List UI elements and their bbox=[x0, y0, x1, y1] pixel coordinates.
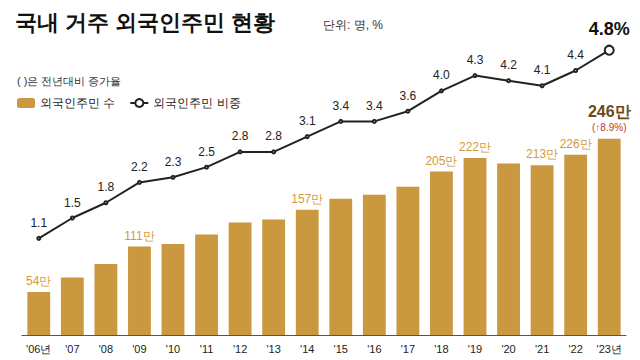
svg-text:'07: '07 bbox=[65, 343, 79, 355]
svg-text:'18: '18 bbox=[434, 343, 448, 355]
svg-text:4.8%: 4.8% bbox=[589, 19, 630, 39]
svg-text:4.1: 4.1 bbox=[534, 63, 551, 77]
svg-text:(↑8.9%): (↑8.9%) bbox=[592, 122, 626, 133]
svg-text:'20: '20 bbox=[501, 343, 515, 355]
svg-text:'09: '09 bbox=[132, 343, 146, 355]
svg-text:'06년: '06년 bbox=[26, 343, 51, 355]
svg-text:외국인주민 수: 외국인주민 수 bbox=[40, 96, 115, 110]
svg-text:2.2: 2.2 bbox=[131, 160, 148, 174]
svg-text:4.4: 4.4 bbox=[567, 48, 584, 62]
svg-text:213만: 213만 bbox=[526, 147, 558, 161]
svg-text:1.8: 1.8 bbox=[98, 180, 115, 194]
svg-text:'22: '22 bbox=[568, 343, 582, 355]
svg-text:4.0: 4.0 bbox=[433, 68, 450, 82]
svg-text:246만: 246만 bbox=[588, 103, 631, 120]
svg-text:226만: 226만 bbox=[560, 137, 592, 151]
svg-text:'23년: '23년 bbox=[597, 343, 622, 355]
svg-text:'11: '11 bbox=[200, 343, 214, 355]
svg-text:'21: '21 bbox=[535, 343, 549, 355]
svg-text:4.3: 4.3 bbox=[467, 53, 484, 67]
svg-text:'16: '16 bbox=[367, 343, 381, 355]
svg-text:단위: 명, %: 단위: 명, % bbox=[323, 18, 383, 32]
svg-text:222만: 222만 bbox=[459, 140, 491, 154]
svg-text:'13: '13 bbox=[266, 343, 280, 355]
svg-text:3.1: 3.1 bbox=[299, 114, 316, 128]
svg-text:2.8: 2.8 bbox=[232, 129, 249, 143]
svg-text:2.8: 2.8 bbox=[265, 129, 282, 143]
svg-text:'10: '10 bbox=[166, 343, 180, 355]
svg-text:2.5: 2.5 bbox=[198, 145, 215, 159]
svg-text:2.3: 2.3 bbox=[165, 155, 182, 169]
svg-text:4.2: 4.2 bbox=[500, 58, 517, 72]
svg-text:1.1: 1.1 bbox=[30, 216, 47, 230]
svg-text:3.4: 3.4 bbox=[366, 99, 383, 113]
svg-text:111만: 111만 bbox=[124, 229, 154, 243]
svg-text:3.4: 3.4 bbox=[332, 99, 349, 113]
svg-text:54만: 54만 bbox=[26, 274, 51, 288]
svg-text:'12: '12 bbox=[233, 343, 247, 355]
svg-text:'08: '08 bbox=[99, 343, 113, 355]
svg-text:외국인주민 비중: 외국인주민 비중 bbox=[153, 96, 240, 110]
svg-text:'14: '14 bbox=[300, 343, 314, 355]
svg-text:'15: '15 bbox=[334, 343, 348, 355]
svg-text:205만: 205만 bbox=[425, 154, 457, 168]
svg-text:'17: '17 bbox=[401, 343, 415, 355]
svg-text:157만: 157만 bbox=[291, 192, 323, 206]
svg-text:3.6: 3.6 bbox=[400, 89, 417, 103]
svg-text:국내 거주 외국인주민 현황: 국내 거주 외국인주민 현황 bbox=[15, 10, 275, 35]
svg-text:'19: '19 bbox=[468, 343, 482, 355]
svg-text:1.5: 1.5 bbox=[64, 196, 81, 210]
svg-text:( )은 전년대비 증가율: ( )은 전년대비 증가율 bbox=[17, 75, 122, 87]
